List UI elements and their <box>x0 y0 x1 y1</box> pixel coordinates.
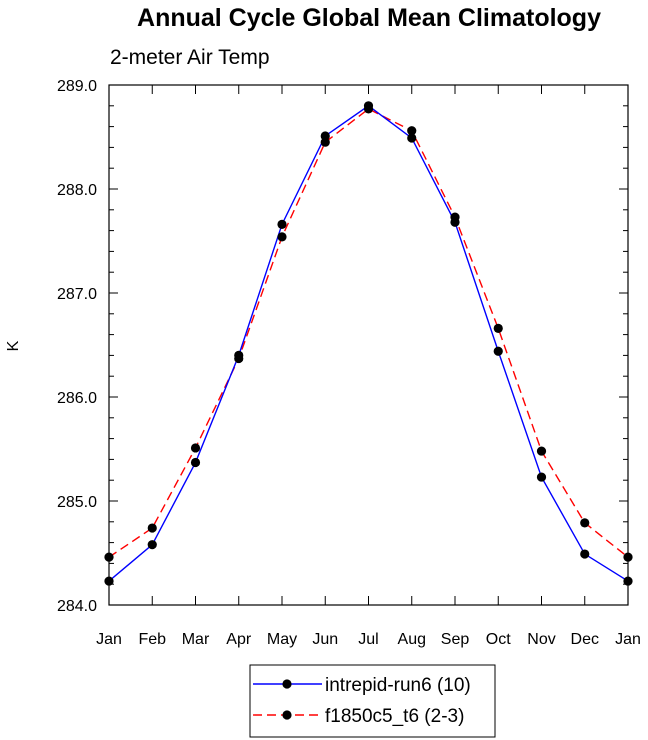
x-tick-label: Feb <box>138 631 166 648</box>
x-tick-label: Nov <box>527 631 555 648</box>
data-point <box>190 443 201 453</box>
data-point <box>190 457 201 468</box>
x-tick-label: Apr <box>226 631 252 648</box>
x-tick-label: Oct <box>486 631 511 648</box>
data-point <box>234 350 244 360</box>
chart-subtitle: 2-meter Air Temp <box>110 46 270 69</box>
legend-label: intrepid-run6 (10) <box>325 675 471 696</box>
legend-box <box>249 664 496 738</box>
y-axis-label: K <box>5 340 22 351</box>
axis-ticks <box>108 84 629 606</box>
legend-marker <box>282 710 292 720</box>
x-tick-label: Jul <box>358 631 378 648</box>
data-point <box>363 101 374 111</box>
data-point <box>493 346 503 356</box>
x-tick-label: Jan <box>615 631 641 648</box>
data-point <box>147 540 157 550</box>
x-tick-label: Aug <box>398 631 426 648</box>
series-line <box>108 104 629 582</box>
series-line <box>108 108 629 558</box>
y-tick-label: 285.0 <box>57 494 97 511</box>
x-tick-label: Dec <box>571 631 599 648</box>
y-tick-label: 288.0 <box>57 182 97 199</box>
data-point <box>493 323 503 333</box>
plot-frame <box>108 84 629 606</box>
data-point <box>320 131 330 141</box>
data-point <box>277 232 287 242</box>
data-point <box>536 446 547 456</box>
x-tick-label: Sep <box>441 631 470 648</box>
y-tick-label: 287.0 <box>57 286 97 303</box>
legend-marker <box>282 679 292 689</box>
data-point <box>580 549 590 559</box>
data-series <box>104 101 633 586</box>
x-tick-label: Jan <box>96 631 122 648</box>
legend-label: f1850c5_t6 (2-3) <box>325 706 464 727</box>
y-tick-label: 289.0 <box>57 78 97 95</box>
chart-title: Annual Cycle Global Mean Climatology <box>137 4 601 32</box>
x-tick-label: Jun <box>312 631 338 648</box>
data-point <box>277 219 287 229</box>
data-point <box>580 518 590 528</box>
y-tick-label: 286.0 <box>57 390 97 407</box>
data-point <box>536 472 547 482</box>
x-tick-label: Mar <box>182 631 210 648</box>
data-point <box>407 126 417 136</box>
x-tick-label: May <box>267 631 297 648</box>
y-tick-label: 284.0 <box>57 598 97 615</box>
legend: intrepid-run6 (10) f1850c5_t6 (2-3) <box>249 664 496 738</box>
data-point <box>407 133 417 143</box>
tick-labels: 284.0 285.0 286.0 287.0 288.0 289.0 Jan Feb Mar A… <box>57 78 641 648</box>
data-point <box>450 217 460 227</box>
data-point <box>147 523 157 533</box>
